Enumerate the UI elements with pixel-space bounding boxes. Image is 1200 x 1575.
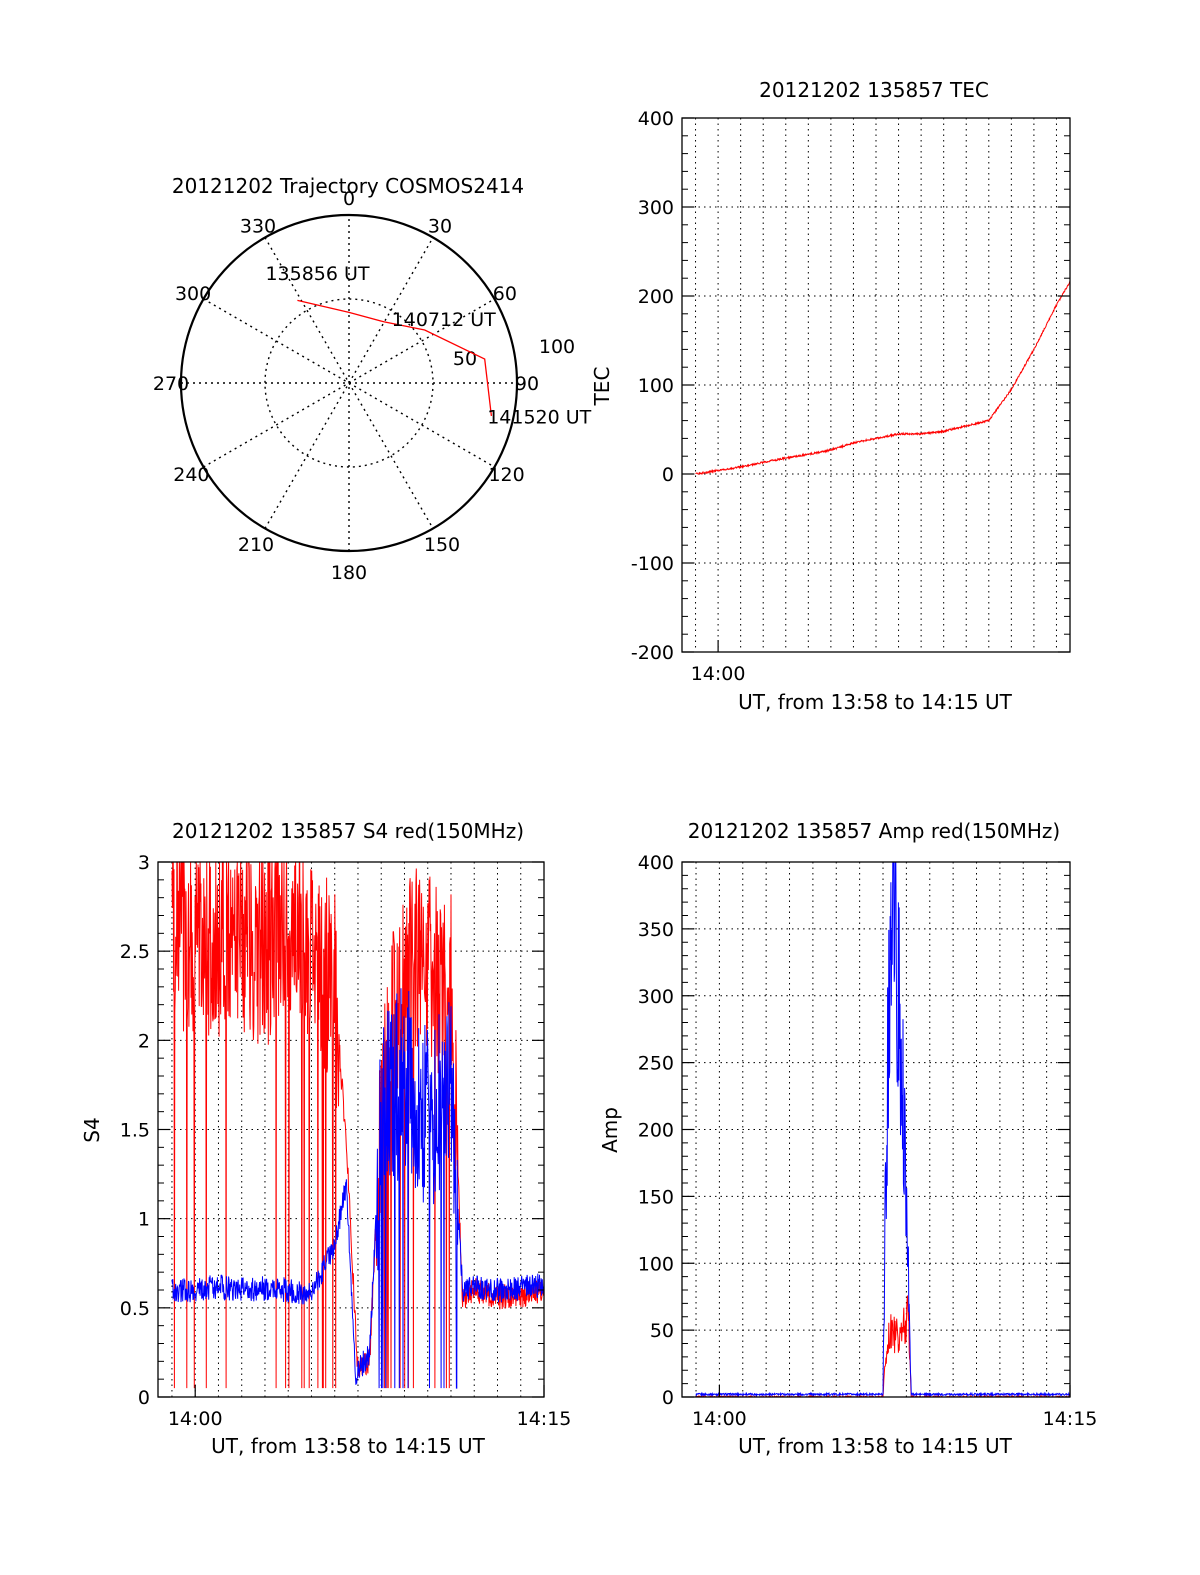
y-tick-label: 300 (638, 986, 674, 1008)
y-tick-label: 0 (662, 1387, 674, 1409)
x-tick-label: 14:00 (692, 1408, 747, 1430)
azimuth-label: 180 (331, 562, 367, 584)
trajectory-track (297, 299, 493, 416)
y-tick-label: 3 (138, 852, 150, 874)
series-blue-line (171, 988, 544, 1389)
azimuth-label: 240 (173, 464, 209, 486)
azimuth-label: 90 (515, 373, 539, 395)
y-tick-label: 0 (662, 464, 674, 486)
tec-ylabel: TEC (590, 367, 614, 407)
amp-ylabel: Amp (598, 1107, 622, 1153)
azimuth-label: 330 (240, 215, 276, 237)
elevation-label: 100 (539, 336, 575, 358)
y-tick-label: 400 (638, 108, 674, 130)
y-tick-label: 350 (638, 919, 674, 941)
y-tick-label: 2 (138, 1030, 150, 1052)
y-tick-label: 100 (638, 1253, 674, 1275)
y-tick-label: 150 (638, 1186, 674, 1208)
azimuth-label: 0 (343, 188, 355, 210)
y-tick-label: 50 (650, 1320, 674, 1342)
time-annotation: 140712 UT (392, 309, 496, 331)
y-tick-label: 1 (138, 1209, 150, 1231)
y-tick-label: 2.5 (120, 941, 150, 963)
azimuth-label: 60 (493, 283, 517, 305)
y-tick-label: 100 (638, 375, 674, 397)
time-annotation: 141520 UT (487, 407, 591, 429)
s4-title: 20121202 135857 S4 red(150MHz) (172, 819, 524, 843)
azimuth-label: 30 (428, 215, 452, 237)
amp-title: 20121202 135857 Amp red(150MHz) (688, 819, 1060, 843)
series-red-line (695, 280, 1070, 475)
s4-xlabel: UT, from 13:58 to 14:15 UT (211, 1434, 486, 1458)
tec-panel: 20121202 135857 TEC UT, from 13:58 to 14… (590, 78, 1071, 714)
x-tick-label: 14:15 (517, 1408, 572, 1430)
y-tick-label: -100 (631, 553, 674, 575)
y-tick-label: 250 (638, 1053, 674, 1075)
tec-xlabel: UT, from 13:58 to 14:15 UT (738, 690, 1013, 714)
azimuth-label: 120 (488, 464, 524, 486)
azimuth-label: 270 (153, 373, 189, 395)
series-red-line (171, 862, 544, 1389)
y-tick-label: 400 (638, 852, 674, 874)
y-tick-label: 200 (638, 1120, 674, 1142)
azimuth-label: 150 (424, 534, 460, 556)
elevation-label: 50 (453, 348, 477, 370)
s4-ylabel: S4 (80, 1117, 104, 1142)
y-tick-label: 200 (638, 286, 674, 308)
polar-spoke (264, 237, 434, 529)
time-annotation: 135856 UT (265, 263, 369, 285)
trajectory-title: 20121202 Trajectory COSMOS2414 (172, 174, 524, 198)
azimuth-label: 300 (175, 283, 211, 305)
y-tick-label: 0.5 (120, 1298, 150, 1320)
y-tick-label: 1.5 (120, 1120, 150, 1142)
y-tick-label: 300 (638, 197, 674, 219)
y-tick-label: 0 (138, 1387, 150, 1409)
amp-panel: 20121202 135857 Amp red(150MHz) UT, from… (598, 819, 1098, 1458)
y-tick-label: -200 (631, 642, 674, 664)
series-blue-line (695, 862, 1070, 1397)
x-tick-label: 14:15 (1043, 1408, 1098, 1430)
azimuth-label: 210 (238, 534, 274, 556)
tec-title: 20121202 135857 TEC (759, 78, 989, 102)
s4-panel: 20121202 135857 S4 red(150MHz) UT, from … (80, 819, 571, 1458)
trajectory-polar-panel: 20121202 Trajectory COSMOS2414 0 30 60 90 12… (153, 174, 592, 584)
x-tick-label: 14:00 (168, 1408, 223, 1430)
amp-xlabel: UT, from 13:58 to 14:15 UT (738, 1434, 1013, 1458)
x-tick-label: 14:00 (691, 663, 746, 685)
